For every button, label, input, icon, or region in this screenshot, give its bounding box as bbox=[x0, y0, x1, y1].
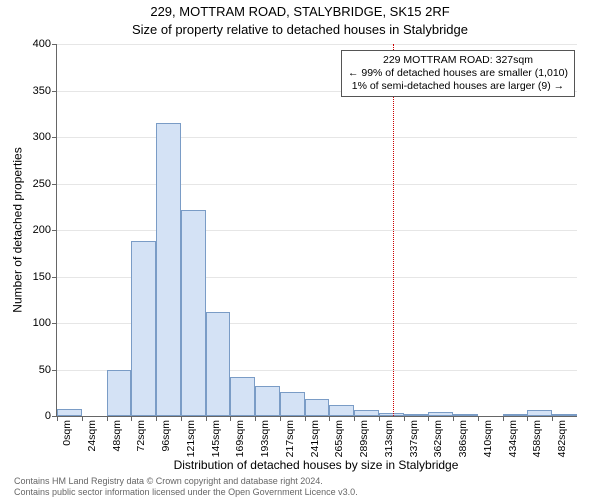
x-tick-label: 121sqm bbox=[185, 420, 197, 457]
gridline-h bbox=[57, 44, 577, 45]
y-tick-label: 150 bbox=[33, 271, 57, 283]
x-tick-label: 410sqm bbox=[482, 420, 494, 457]
x-tick-label: 337sqm bbox=[408, 420, 420, 457]
x-tick-mark bbox=[181, 416, 182, 421]
x-tick-mark bbox=[329, 416, 330, 421]
y-axis-title: Number of detached properties bbox=[10, 44, 26, 416]
y-tick-label: 200 bbox=[33, 224, 57, 236]
histogram-bar bbox=[156, 123, 181, 416]
x-tick-mark bbox=[107, 416, 108, 421]
histogram-bar bbox=[527, 410, 552, 416]
histogram-bar bbox=[329, 405, 354, 416]
x-tick-label: 265sqm bbox=[333, 420, 345, 457]
gridline-h bbox=[57, 230, 577, 231]
x-tick-label: 193sqm bbox=[259, 420, 271, 457]
x-tick-mark bbox=[255, 416, 256, 421]
histogram-bar bbox=[107, 370, 132, 417]
annotation-line-3: 1% of semi-detached houses are larger (9… bbox=[348, 80, 568, 93]
histogram-bar bbox=[305, 399, 330, 416]
chart-title-main: 229, MOTTRAM ROAD, STALYBRIDGE, SK15 2RF bbox=[0, 4, 600, 19]
x-tick-mark bbox=[57, 416, 58, 421]
histogram-bar bbox=[428, 412, 453, 416]
histogram-bar bbox=[230, 377, 255, 416]
y-axis-title-text: Number of detached properties bbox=[11, 147, 25, 312]
reference-line bbox=[393, 44, 394, 416]
x-tick-label: 96sqm bbox=[160, 420, 172, 452]
x-tick-label: 0sqm bbox=[61, 420, 73, 446]
x-tick-mark bbox=[478, 416, 479, 421]
histogram-bar bbox=[280, 392, 305, 416]
x-tick-mark bbox=[503, 416, 504, 421]
x-tick-mark bbox=[354, 416, 355, 421]
x-tick-mark bbox=[552, 416, 553, 421]
x-tick-label: 434sqm bbox=[507, 420, 519, 457]
x-tick-label: 48sqm bbox=[111, 420, 123, 452]
x-tick-label: 217sqm bbox=[284, 420, 296, 457]
x-tick-label: 145sqm bbox=[210, 420, 222, 457]
gridline-h bbox=[57, 184, 577, 185]
x-tick-mark bbox=[404, 416, 405, 421]
annotation-box: 229 MOTTRAM ROAD: 327sqm← 99% of detache… bbox=[341, 50, 575, 97]
x-tick-mark bbox=[280, 416, 281, 421]
x-tick-mark bbox=[453, 416, 454, 421]
x-tick-label: 289sqm bbox=[358, 420, 370, 457]
x-tick-mark bbox=[131, 416, 132, 421]
x-tick-mark bbox=[527, 416, 528, 421]
x-tick-label: 24sqm bbox=[86, 420, 98, 452]
histogram-bar bbox=[206, 312, 231, 416]
x-axis-title: Distribution of detached houses by size … bbox=[56, 458, 576, 472]
x-tick-label: 362sqm bbox=[432, 420, 444, 457]
x-tick-label: 386sqm bbox=[457, 420, 469, 457]
histogram-bar bbox=[503, 414, 528, 416]
gridline-h bbox=[57, 137, 577, 138]
y-tick-label: 100 bbox=[33, 317, 57, 329]
histogram-bar bbox=[255, 386, 280, 416]
annotation-line-1: 229 MOTTRAM ROAD: 327sqm bbox=[348, 54, 568, 67]
chart-footer: Contains HM Land Registry data © Crown c… bbox=[14, 476, 358, 498]
x-tick-mark bbox=[305, 416, 306, 421]
x-tick-mark bbox=[230, 416, 231, 421]
histogram-bar bbox=[57, 409, 82, 416]
x-tick-mark bbox=[428, 416, 429, 421]
y-tick-label: 400 bbox=[33, 38, 57, 50]
y-tick-label: 350 bbox=[33, 85, 57, 97]
histogram-bar bbox=[379, 413, 404, 416]
x-tick-label: 313sqm bbox=[383, 420, 395, 457]
histogram-bar bbox=[453, 414, 478, 416]
y-tick-label: 300 bbox=[33, 131, 57, 143]
y-tick-label: 50 bbox=[39, 364, 57, 376]
histogram-bar bbox=[181, 210, 206, 416]
x-tick-label: 241sqm bbox=[309, 420, 321, 457]
y-tick-label: 250 bbox=[33, 178, 57, 190]
x-tick-label: 458sqm bbox=[531, 420, 543, 457]
histogram-bar bbox=[131, 241, 156, 416]
x-tick-label: 482sqm bbox=[556, 420, 568, 457]
histogram-bar bbox=[354, 410, 379, 417]
annotation-line-2: ← 99% of detached houses are smaller (1,… bbox=[348, 67, 568, 80]
x-tick-mark bbox=[206, 416, 207, 421]
x-tick-label: 72sqm bbox=[135, 420, 147, 452]
x-tick-mark bbox=[156, 416, 157, 421]
x-tick-mark bbox=[379, 416, 380, 421]
y-tick-label: 0 bbox=[45, 410, 57, 422]
plot-area: 0501001502002503003504000sqm24sqm48sqm72… bbox=[56, 44, 577, 417]
chart-title-sub: Size of property relative to detached ho… bbox=[0, 22, 600, 37]
footer-line-2: Contains public sector information licen… bbox=[14, 487, 358, 498]
histogram-bar bbox=[404, 414, 429, 416]
histogram-bar bbox=[552, 414, 577, 416]
x-tick-label: 169sqm bbox=[234, 420, 246, 457]
x-tick-mark bbox=[82, 416, 83, 421]
chart-container: 229, MOTTRAM ROAD, STALYBRIDGE, SK15 2RF… bbox=[0, 0, 600, 500]
footer-line-1: Contains HM Land Registry data © Crown c… bbox=[14, 476, 358, 487]
